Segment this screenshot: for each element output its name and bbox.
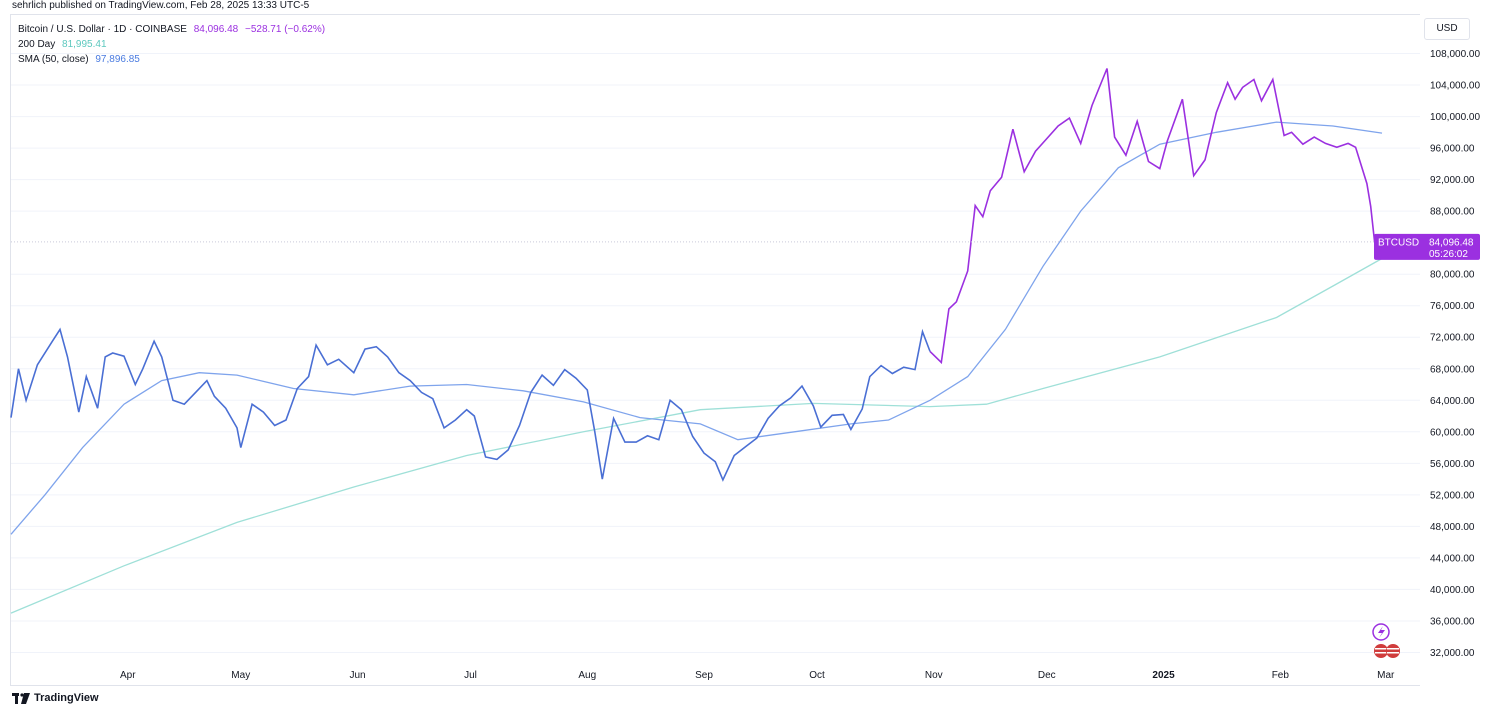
tradingview-logo[interactable]: TradingView xyxy=(12,692,99,704)
tradingview-logo-icon xyxy=(12,692,30,704)
price-tag-price: 84,096.48 xyxy=(1429,237,1474,248)
y-tick-label: 32,000.00 xyxy=(1430,648,1475,659)
symbol-name: Bitcoin / U.S. Dollar · 1D · COINBASE xyxy=(18,24,187,35)
y-tick-label: 56,000.00 xyxy=(1430,459,1475,470)
publish-info: sehrlich published on TradingView.com, F… xyxy=(12,0,310,11)
y-tick-label: 40,000.00 xyxy=(1430,585,1475,596)
y-tick-label: 104,000.00 xyxy=(1430,81,1480,92)
y-tick-label: 80,000.00 xyxy=(1430,270,1475,281)
last-price: 84,096.48 xyxy=(193,24,239,35)
legend-ma200-row[interactable]: 200 Day 81,995.41 xyxy=(18,37,325,52)
y-tick-label: 60,000.00 xyxy=(1430,427,1475,438)
currency-button[interactable]: USD xyxy=(1424,18,1470,40)
y-tick-label: 92,000.00 xyxy=(1430,175,1475,186)
legend-symbol-row[interactable]: Bitcoin / U.S. Dollar · 1D · COINBASE 84… xyxy=(18,22,325,37)
sma50-label: SMA (50, close) xyxy=(18,54,89,65)
y-tick-label: 52,000.00 xyxy=(1430,490,1475,501)
ma200-label: 200 Day xyxy=(18,39,56,50)
brand-name: TradingView xyxy=(34,692,99,704)
price-change: −528.71 (−0.62%) xyxy=(245,24,326,35)
y-tick-label: 68,000.00 xyxy=(1430,364,1475,375)
legend-sma50-row[interactable]: SMA (50, close) 97,896.85 xyxy=(18,52,325,67)
y-tick-label: 76,000.00 xyxy=(1430,301,1475,312)
y-tick-label: 88,000.00 xyxy=(1430,207,1475,218)
y-tick-label: 108,000.00 xyxy=(1430,49,1480,60)
y-tick-label: 96,000.00 xyxy=(1430,144,1475,155)
y-tick-label: 100,000.00 xyxy=(1430,112,1480,123)
price-axis: 108,000.00 104,000.00 100,000.00 96,000.00 9… xyxy=(1430,49,1480,659)
y-tick-label: 72,000.00 xyxy=(1430,333,1475,344)
sma50-value: 97,896.85 xyxy=(95,54,140,65)
y-tick-label: 44,000.00 xyxy=(1430,553,1475,564)
chart-legend: Bitcoin / U.S. Dollar · 1D · COINBASE 84… xyxy=(18,22,325,67)
price-tag-countdown: 05:26:02 xyxy=(1429,249,1468,260)
y-tick-label: 48,000.00 xyxy=(1430,522,1475,533)
y-tick-label: 64,000.00 xyxy=(1430,396,1475,407)
y-tick-label: 36,000.00 xyxy=(1430,616,1475,627)
ma200-value: 81,995.41 xyxy=(62,39,107,50)
chart-frame xyxy=(10,14,1420,686)
